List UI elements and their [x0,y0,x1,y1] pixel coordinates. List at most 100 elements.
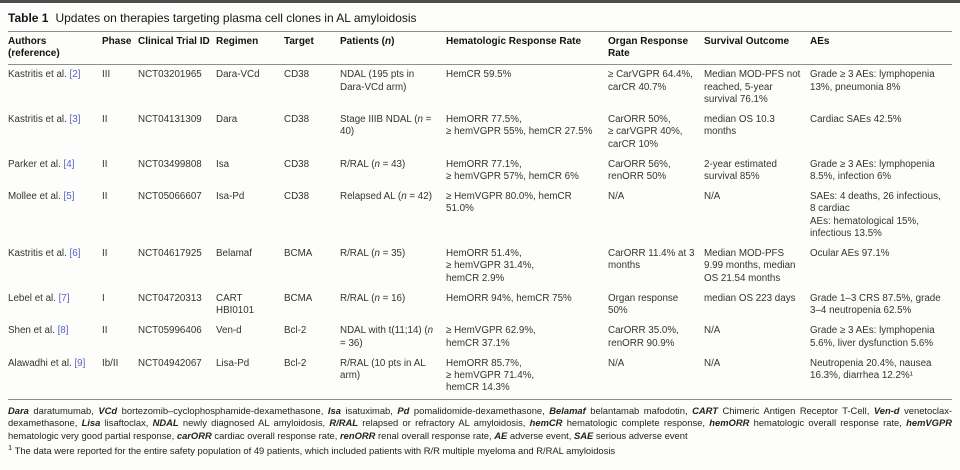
cell-patients: NDAL with t(11;14) (n = 36) [340,325,434,349]
abbreviation-term: hemORR [709,417,750,429]
cell-phase: Ib/II [102,357,119,369]
column-header: AEs [810,31,952,66]
cell-aes: Grade 1–3 CRS 87.5%, grade 3–4 neutropen… [810,292,941,317]
cell-target: Bcl-2 [284,357,307,369]
column-header: Patients (n) [340,31,446,66]
cell-hematologic: HemORR 51.4%, ≥ hemVGPR 31.4%, hemCR 2.9… [446,248,535,284]
citation-link[interactable]: [8] [57,325,69,337]
cell-patients: Relapsed AL (n = 42) [340,191,432,203]
cell-organ: Organ response 50% [608,292,679,317]
therapies-table: Authors (reference) Phase Clinical Trial I… [8,31,952,400]
cell-author: Parker et al. [4] [8,158,75,170]
cell-trial_id: NCT03201965 [138,69,202,81]
citation-link[interactable]: [3] [69,114,81,126]
cell-regimen: Dara [216,114,238,126]
abbreviation-term: CART [692,404,718,416]
column-header: Phase [102,31,138,66]
cell-hematologic: HemORR 77.1%, ≥ hemVGPR 57%, hemCR 6% [446,158,579,183]
cell-author: Mollee et al. [5] [8,191,75,203]
table-row: Mollee et al. [5] II NCT05066607 Isa-Pd CD38… [8,187,952,244]
cell-organ: ≥ CarVGPR 64.4%, carCR 40.7% [608,69,693,93]
cell-phase: II [102,158,108,170]
cell-patients: Stage IIIB NDAL (n = 40) [340,114,432,138]
table-caption: Table 1 Updates on therapies targeting pl… [8,8,952,31]
table-title: Updates on therapies targeting plasma ce… [55,11,417,25]
cell-organ: CarORR 50%, ≥ carVGPR 40%, carCR 10% [608,114,683,150]
cell-survival: N/A [704,325,721,337]
cell-hematologic: HemORR 77.5%, ≥ hemVGPR 55%, hemCR 27.5% [446,114,593,138]
abbreviation-term: Pd [397,404,410,416]
column-header: Target [284,31,340,66]
cell-hematologic: HemCR 59.5% [446,69,512,81]
cell-phase: II [102,325,108,337]
table-footnotes: Dara daratumumab, VCd bortezomib–cycloph… [8,400,952,458]
abbreviation-term: carORR [176,429,212,441]
table-body: Kastritis et al. [2] III NCT03201965 Dara-V… [8,65,952,399]
cell-target: CD38 [284,158,310,170]
cell-aes: Grade ≥ 3 AEs: lymphopenia 8.5%, infecti… [810,158,935,183]
abbreviation-term: renORR [339,429,376,441]
cell-organ: CarORR 56%, renORR 50% [608,158,671,183]
cell-regimen: Isa-Pd [216,191,245,203]
cell-survival: 2-year estimated survival 85% [704,158,777,183]
cell-hematologic: ≥ HemVGPR 62.9%, hemCR 37.1% [446,325,536,349]
cell-hematologic: HemORR 85.7%, ≥ hemVGPR 71.4%, hemCR 14.… [446,357,535,394]
cell-regimen: CART HBI0101 [216,292,255,317]
table-label: Table 1 [8,11,49,25]
cell-target: Bcl-2 [284,325,307,337]
abbreviation-term: VCd [98,404,118,416]
abbreviation-term: AE [494,429,508,441]
abbreviation-term: Isa [327,404,341,416]
cell-trial_id: NCT04942067 [138,357,202,369]
cell-hematologic: ≥ HemVGPR 80.0%, hemCR 51.0% [446,191,572,215]
cell-phase: II [102,191,108,203]
cell-patients: R/RAL (n = 16) [340,292,406,304]
cell-trial_id: NCT03499808 [138,158,202,170]
citation-link[interactable]: [4] [63,158,75,170]
cell-regimen: Dara-VCd [216,69,260,81]
cell-aes: SAEs: 4 deaths, 26 infectious, 8 cardiac… [810,191,941,239]
citation-link[interactable]: [2] [69,69,81,81]
cell-organ: N/A [608,357,625,369]
cell-aes: Grade ≥ 3 AEs: lymphopenia 5.6%, liver d… [810,325,935,349]
citation-link[interactable]: [9] [74,357,86,369]
cell-aes: Neutropenia 20.4%, nausea 16.3%, diarrhe… [810,357,932,382]
cell-author: Lebel et al. [7] [8,292,70,304]
table-row: Parker et al. [4] II NCT03499808 Isa CD38 R/R… [8,155,952,187]
column-header: Clinical Trial ID [138,31,216,66]
cell-patients: R/RAL (n = 35) [340,248,406,260]
cell-patients: R/RAL (10 pts in AL arm) [340,357,426,382]
abbreviations-note: Dara daratumumab, VCd bortezomib–cycloph… [8,404,953,441]
citation-link[interactable]: [5] [63,191,75,203]
cell-target: CD38 [284,114,310,126]
cell-phase: II [102,114,108,126]
cell-survival: N/A [704,191,721,203]
cell-target: BCMA [284,292,313,304]
cell-author: Kastritis et al. [3] [8,114,81,126]
table-row: Lebel et al. [7] I NCT04720313 CART HBI0101… [8,289,952,321]
cell-trial_id: NCT05996406 [138,325,202,337]
cell-organ: CarORR 11.4% at 3 months [608,248,695,272]
cell-organ: N/A [608,191,625,203]
table-row: Alawadhi et al. [9] Ib/II NCT04942067 Lisa-… [8,354,952,399]
cell-survival: median OS 10.3 months [704,114,775,138]
cell-patients: NDAL (195 pts in Dara-VCd arm) [340,69,415,93]
abbreviation-term: hemCR [529,417,563,429]
cell-author: Alawadhi et al. [9] [8,357,86,369]
cell-hematologic: HemORR 94%, hemCR 75% [446,292,572,304]
cell-trial_id: NCT04131309 [138,114,202,126]
abbreviation-term: NDAL [152,417,179,429]
table-header-row: Authors (reference) Phase Clinical Trial I… [8,31,952,66]
column-header: Survival Outcome [704,31,810,66]
cell-patients: R/RAL (n = 43) [340,158,406,170]
cell-trial_id: NCT05066607 [138,191,202,203]
citation-link[interactable]: [7] [58,292,70,304]
table-header-row: Authors (reference) Phase Clinical Trial I… [8,31,952,66]
cell-author: Kastritis et al. [6] [8,248,81,260]
abbreviation-term: Belamaf [549,404,586,416]
cell-author: Kastritis et al. [2] [8,69,81,81]
abbreviation-term: hemVGPR [906,417,952,429]
citation-link[interactable]: [6] [69,248,81,260]
cell-target: BCMA [284,248,313,260]
